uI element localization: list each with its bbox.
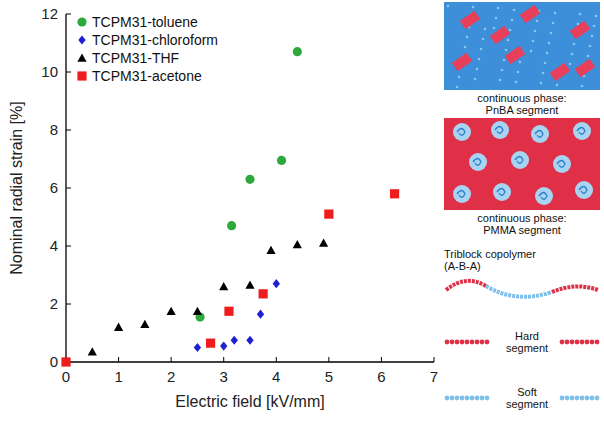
morphology-image bbox=[444, 118, 600, 210]
legend: TCPM31-toluene TCPM31-chloroform TCPM31-TH… bbox=[77, 14, 218, 84]
caption: PnBA segment bbox=[486, 104, 559, 116]
y-tick-label: 6 bbox=[50, 179, 58, 196]
point bbox=[88, 347, 97, 355]
copolymer-label: Triblock copolymer bbox=[444, 248, 536, 260]
hard-block bbox=[446, 281, 486, 290]
point bbox=[224, 307, 233, 316]
y-tick bbox=[66, 72, 71, 73]
plot-marks bbox=[61, 47, 399, 367]
caption: continuous phase: bbox=[477, 212, 566, 224]
point bbox=[257, 310, 264, 319]
point bbox=[219, 282, 228, 290]
y-tick bbox=[66, 188, 71, 189]
point bbox=[324, 210, 333, 219]
x-tick-label: 5 bbox=[325, 368, 333, 385]
legend-label: TCPM31-acetone bbox=[92, 68, 202, 84]
legend-marker bbox=[77, 17, 86, 26]
legend-label: TCPM31-chloroform bbox=[92, 32, 218, 48]
x-tick bbox=[118, 357, 119, 362]
legend-marker bbox=[78, 35, 85, 44]
y-axis-title: Nominal radial strain [%] bbox=[8, 101, 25, 274]
y-tick bbox=[66, 14, 71, 15]
legend-marker bbox=[77, 71, 86, 80]
y-tick bbox=[66, 304, 71, 305]
y-tick-label: 12 bbox=[41, 5, 58, 22]
x-tick bbox=[328, 357, 329, 362]
x-tick bbox=[381, 357, 382, 362]
x-axis bbox=[66, 361, 434, 362]
y-tick-label: 0 bbox=[50, 353, 58, 370]
y-tick-label: 8 bbox=[50, 121, 58, 138]
x-tick-label: 3 bbox=[220, 368, 228, 385]
x-axis-title: Electric field [kV/mm] bbox=[175, 393, 324, 410]
x-tick-label: 1 bbox=[114, 368, 122, 385]
point bbox=[167, 307, 176, 315]
point bbox=[246, 336, 253, 345]
point bbox=[293, 47, 302, 56]
segment-label: segment bbox=[506, 398, 548, 410]
point bbox=[390, 189, 399, 198]
soft-block bbox=[486, 286, 552, 297]
legend-marker bbox=[77, 53, 86, 61]
point bbox=[277, 156, 286, 165]
point bbox=[231, 336, 238, 345]
point bbox=[114, 323, 123, 331]
hard-block bbox=[552, 286, 598, 292]
point bbox=[227, 221, 236, 230]
legend-label: TCPM31-THF bbox=[92, 50, 179, 66]
x-tick bbox=[223, 357, 224, 362]
x-tick-label: 6 bbox=[377, 368, 385, 385]
point bbox=[293, 240, 302, 248]
x-tick bbox=[171, 357, 172, 362]
point bbox=[259, 289, 268, 298]
figure: 01234567024681012Electric field [kV/mm]N… bbox=[0, 0, 604, 425]
point bbox=[273, 279, 280, 288]
point bbox=[245, 175, 254, 184]
copolymer-label: (A-B-A) bbox=[444, 260, 481, 272]
point bbox=[140, 320, 149, 328]
point bbox=[245, 281, 254, 289]
y-tick-label: 2 bbox=[50, 295, 58, 312]
point bbox=[220, 341, 227, 350]
y-tick-label: 4 bbox=[50, 237, 58, 254]
segment-label: Hard bbox=[515, 330, 539, 342]
x-tick-label: 7 bbox=[430, 368, 438, 385]
x-tick bbox=[434, 357, 435, 362]
morphology-image bbox=[444, 2, 600, 90]
y-tick-label: 10 bbox=[41, 63, 58, 80]
point bbox=[194, 343, 201, 352]
x-tick-label: 0 bbox=[62, 368, 70, 385]
segment-label: segment bbox=[506, 342, 548, 354]
x-tick bbox=[276, 357, 277, 362]
segment-label: Soft bbox=[517, 386, 537, 398]
x-tick-label: 4 bbox=[272, 368, 280, 385]
x-tick-label: 2 bbox=[167, 368, 175, 385]
point bbox=[319, 239, 328, 247]
caption: continuous phase: bbox=[477, 92, 566, 104]
point bbox=[61, 357, 70, 366]
y-tick bbox=[66, 130, 71, 131]
legend-label: TCPM31-toluene bbox=[92, 14, 198, 30]
point bbox=[206, 339, 215, 348]
y-tick bbox=[66, 246, 71, 247]
caption: PMMA segment bbox=[483, 224, 561, 236]
point bbox=[266, 246, 275, 254]
point bbox=[193, 307, 202, 315]
